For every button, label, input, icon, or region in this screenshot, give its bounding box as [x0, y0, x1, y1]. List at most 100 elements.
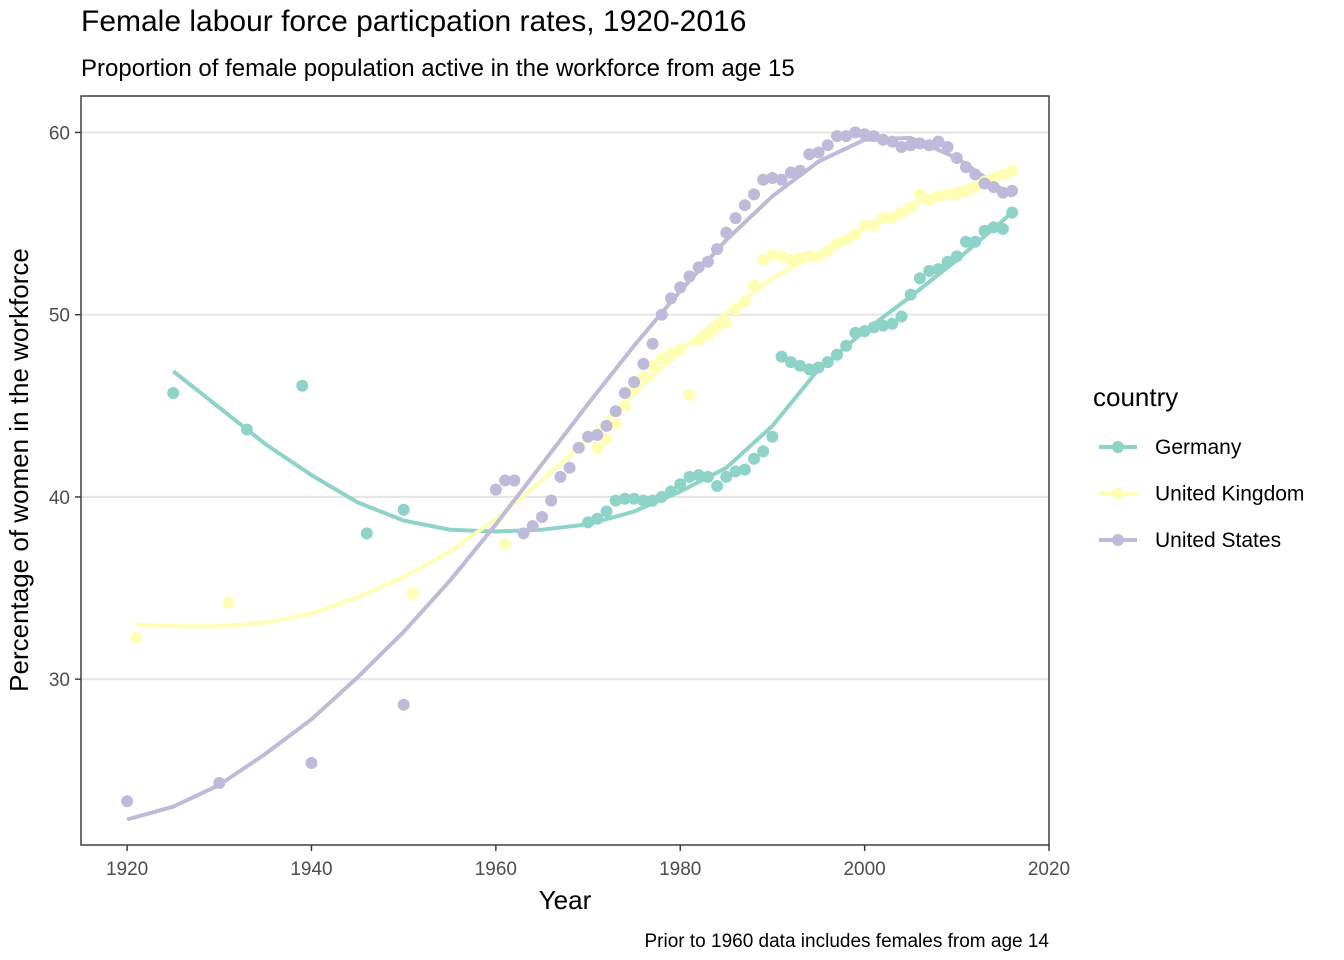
data-point-united-states: [637, 357, 650, 370]
data-point-germany: [960, 235, 972, 248]
data-point-united-states: [489, 483, 502, 496]
data-point-united-states: [913, 137, 926, 150]
data-point-united-states: [609, 405, 622, 418]
data-point-united-kingdom: [406, 587, 419, 600]
data-point-united-states: [701, 255, 714, 268]
data-point-germany: [941, 255, 954, 268]
data-point-united-states: [867, 130, 880, 143]
data-point-united-kingdom: [674, 343, 687, 356]
data-point-germany: [904, 288, 917, 301]
data-point-united-states: [121, 795, 134, 808]
data-point-united-kingdom: [904, 201, 917, 214]
data-point-united-states: [858, 128, 871, 141]
data-point-united-kingdom: [222, 596, 235, 609]
data-point-germany: [591, 512, 604, 525]
data-point-united-kingdom: [987, 172, 1000, 184]
data-point-united-states: [950, 152, 963, 164]
data-point-united-kingdom: [748, 279, 760, 292]
data-point-germany: [886, 317, 899, 330]
x-tick-label: 2000: [843, 859, 885, 880]
data-point-germany: [812, 361, 825, 374]
data-point-germany: [831, 348, 843, 361]
data-point-germany: [711, 480, 724, 492]
data-point-germany: [996, 223, 1009, 235]
data-point-united-states: [895, 141, 908, 153]
data-point-united-kingdom: [960, 184, 972, 197]
data-point-united-kingdom: [683, 388, 696, 401]
data-point-united-states: [904, 139, 917, 152]
data-point-united-kingdom: [895, 206, 908, 219]
data-point-united-states: [960, 161, 972, 174]
data-point-united-states: [692, 261, 705, 274]
data-point-united-states: [213, 777, 226, 789]
data-point-united-states: [969, 168, 982, 181]
data-point-united-states: [665, 292, 677, 305]
data-point-united-kingdom: [692, 334, 705, 347]
data-point-germany: [978, 224, 991, 237]
data-point-germany: [296, 379, 309, 392]
data-point-united-kingdom: [757, 254, 770, 266]
data-point-united-kingdom: [932, 190, 945, 203]
data-point-united-states: [305, 757, 318, 769]
data-point-germany: [360, 527, 373, 540]
x-tick-label: 1980: [659, 859, 701, 880]
data-point-united-states: [987, 181, 1000, 194]
data-point-united-states: [646, 337, 659, 350]
chart-subtitle: Proportion of female population active i…: [81, 55, 795, 82]
data-point-germany: [840, 339, 853, 352]
data-point-germany: [803, 363, 816, 376]
data-point-germany: [167, 387, 180, 399]
data-point-germany: [683, 470, 696, 483]
data-point-united-kingdom: [646, 359, 659, 372]
data-point-germany: [600, 505, 613, 518]
data-point-germany: [618, 492, 631, 505]
data-point-germany: [655, 490, 668, 503]
data-point-united-kingdom: [784, 254, 797, 266]
data-point-united-states: [526, 520, 539, 533]
data-point-germany: [757, 445, 770, 458]
data-point-united-kingdom: [858, 219, 871, 232]
legend-key-point-germany: [1112, 441, 1124, 453]
plot-panel-border: [80, 95, 1050, 846]
data-point-united-states: [978, 177, 991, 190]
data-point-united-kingdom: [821, 244, 834, 257]
y-tick-label: 60: [49, 123, 70, 144]
data-point-germany: [923, 264, 936, 277]
legend-label-united-states: United States: [1155, 529, 1281, 552]
data-point-germany: [849, 326, 862, 339]
y-tick-label: 50: [49, 306, 70, 327]
data-point-germany: [609, 494, 622, 507]
data-point-united-states: [517, 527, 530, 540]
data-point-germany: [1006, 206, 1019, 219]
data-point-germany: [895, 310, 908, 323]
plot-area: [80, 95, 1050, 846]
data-point-united-states: [886, 135, 899, 148]
x-tick-label: 1960: [475, 859, 517, 880]
data-point-united-kingdom: [867, 219, 880, 232]
data-point-united-states: [821, 139, 834, 152]
x-axis-label: Year: [539, 885, 592, 915]
data-point-germany: [969, 235, 982, 248]
x-tick-label: 2020: [1028, 859, 1070, 880]
data-point-united-states: [803, 148, 816, 161]
data-point-germany: [674, 478, 687, 491]
x-tick-label: 1940: [290, 859, 332, 880]
data-point-united-kingdom: [877, 212, 890, 225]
data-point-united-states: [563, 461, 576, 474]
x-axis: 1920 1940 1960 1980 2000 2020: [106, 845, 1070, 880]
data-point-united-kingdom: [849, 228, 862, 241]
data-point-germany: [692, 469, 705, 482]
data-point-united-states: [757, 173, 770, 186]
legend: country Germany United Kingdom United Stat…: [1093, 382, 1304, 552]
data-point-united-states: [766, 172, 779, 184]
data-point-united-states: [996, 186, 1009, 199]
data-point-germany: [775, 350, 788, 363]
data-point-germany: [794, 359, 807, 372]
data-point-united-kingdom: [1006, 164, 1019, 177]
data-point-germany: [637, 494, 650, 507]
data-point-germany: [665, 485, 677, 498]
data-point-united-states: [683, 270, 696, 283]
data-point-united-kingdom: [130, 631, 143, 644]
data-point-united-kingdom: [831, 237, 843, 250]
y-axis-label: Percentage of women in the workforce: [4, 248, 34, 692]
